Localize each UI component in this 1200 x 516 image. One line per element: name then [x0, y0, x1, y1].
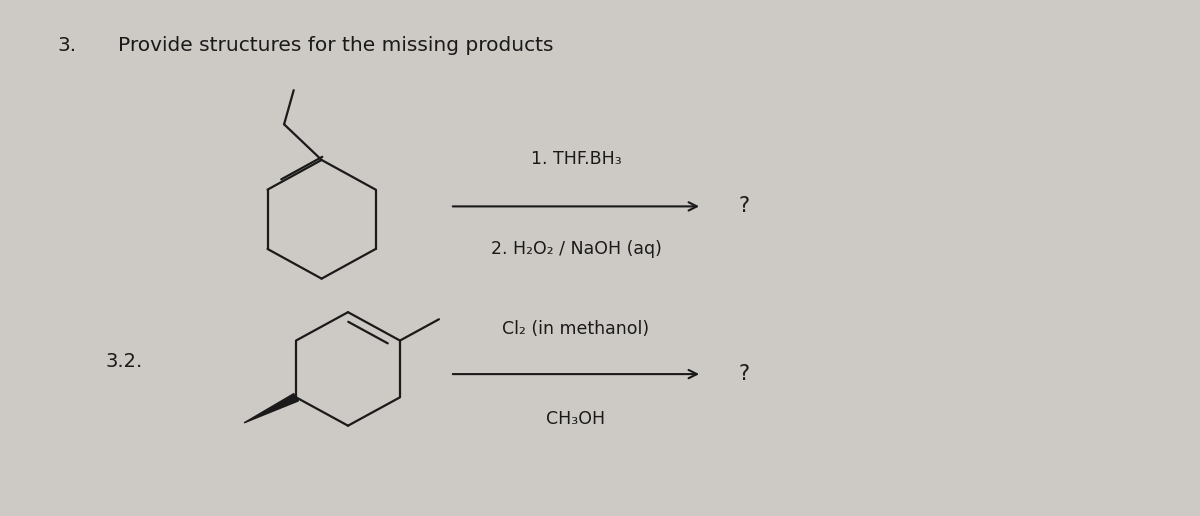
- Text: 2. H₂O₂ / NaOH (aq): 2. H₂O₂ / NaOH (aq): [491, 240, 661, 258]
- Text: 3.2.: 3.2.: [106, 352, 143, 370]
- Text: ?: ?: [738, 364, 749, 384]
- Text: 1. THF.BH₃: 1. THF.BH₃: [530, 150, 622, 168]
- Text: ?: ?: [738, 197, 749, 216]
- Text: CH₃OH: CH₃OH: [546, 410, 606, 428]
- Text: Cl₂ (in methanol): Cl₂ (in methanol): [503, 320, 649, 338]
- Text: 3.: 3.: [58, 36, 77, 55]
- Polygon shape: [244, 394, 299, 423]
- Text: Provide structures for the missing products: Provide structures for the missing produ…: [118, 36, 553, 55]
